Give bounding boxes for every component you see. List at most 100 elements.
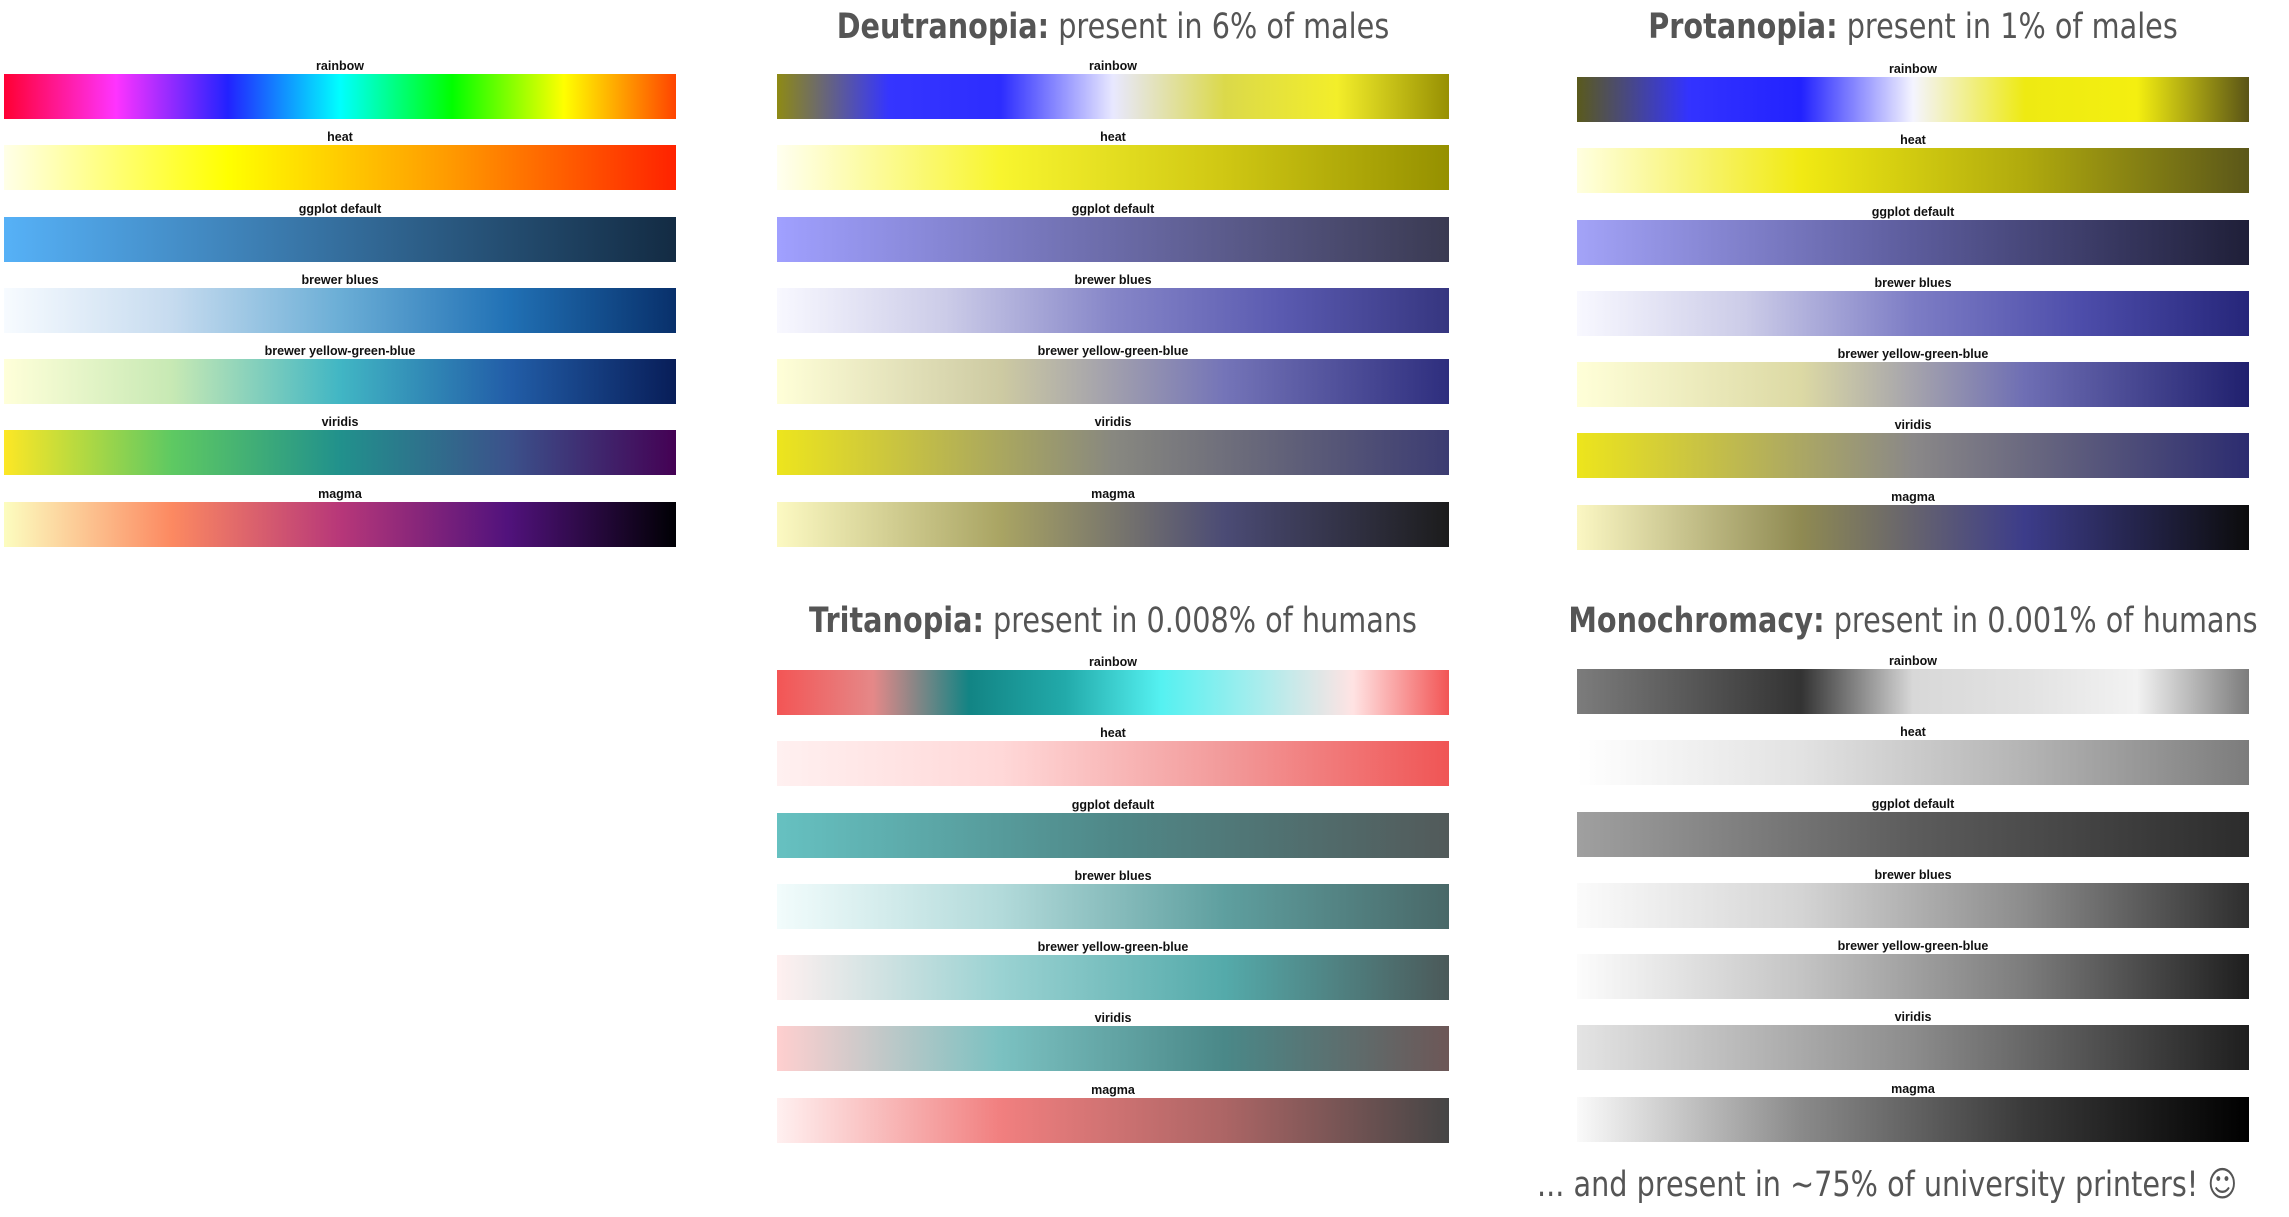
palette-label: magma: [1891, 1081, 1935, 1096]
palette-label: heat: [1100, 130, 1126, 145]
palette-strip-ggplot-default: ggplot default: [777, 201, 1449, 262]
palette-gradient-bar: [1577, 433, 2249, 479]
palette-gradient-bar: [1577, 290, 2249, 336]
palette-gradient-bar: [777, 216, 1449, 262]
palette-strip-rainbow: rainbow: [4, 60, 676, 119]
title-monochromacy-rest: present in 0.001% of humans: [1824, 601, 2258, 641]
palette-label: ggplot default: [1071, 201, 1155, 216]
palette-label: ggplot default: [1871, 796, 1955, 811]
panel-protanopia: rainbow heat ggplot default brewer blues bre…: [1577, 63, 2249, 562]
palette-label: ggplot default: [298, 201, 382, 216]
palette-strip-viridis: viridis: [777, 1012, 1449, 1072]
title-protanopia-bold: Protanopia:: [1648, 7, 1838, 47]
palette-gradient-bar: [1577, 669, 2249, 714]
palette-gradient-bar: [4, 216, 676, 262]
palette-gradient-bar: [777, 430, 1449, 476]
palette-gradient-bar: [777, 1026, 1449, 1072]
title-deutranopia: Deutranopia: present in 6% of males: [837, 10, 1390, 45]
palette-strip-brewer-blues: brewer blues: [777, 273, 1449, 333]
palette-gradient-bar: [1577, 740, 2249, 786]
palette-strip-magma: magma: [1577, 489, 2249, 550]
title-deutranopia-bold: Deutranopia:: [836, 7, 1050, 47]
palette-strip-viridis: viridis: [777, 416, 1449, 476]
palette-strip-heat: heat: [777, 130, 1449, 191]
palette-label: magma: [1091, 1082, 1135, 1097]
palette-label: brewer yellow-green-blue: [1037, 344, 1189, 359]
palette-strip-brewer-yellow-green-blue: brewer yellow-green-blue: [777, 940, 1449, 1001]
palette-gradient-bar: [4, 430, 676, 476]
palette-gradient-bar: [1577, 882, 2249, 928]
palette-gradient-bar: [777, 1097, 1449, 1143]
palette-label: ggplot default: [1871, 204, 1955, 219]
palette-strip-heat: heat: [1577, 133, 2249, 194]
palette-label: heat: [1900, 133, 1926, 148]
palette-label: heat: [327, 130, 353, 145]
title-monochromacy: Monochromacy: present in 0.001% of human…: [1568, 604, 2257, 639]
title-tritanopia-rest: present in 0.008% of humans: [983, 601, 1417, 641]
palette-gradient-bar: [777, 812, 1449, 858]
palette-gradient-bar: [1577, 504, 2249, 550]
palette-strip-rainbow: rainbow: [777, 60, 1449, 119]
palette-gradient-bar: [1577, 219, 2249, 265]
palette-label: rainbow: [1089, 655, 1137, 669]
palette-strip-ggplot-default: ggplot default: [777, 797, 1449, 858]
palette-gradient-bar: [1577, 77, 2249, 122]
palette-strip-brewer-yellow-green-blue: brewer yellow-green-blue: [4, 344, 676, 405]
title-protanopia: Protanopia: present in 1% of males: [1648, 10, 2178, 45]
palette-gradient-bar: [777, 741, 1449, 787]
palette-gradient-bar: [777, 883, 1449, 929]
palette-strip-brewer-yellow-green-blue: brewer yellow-green-blue: [777, 344, 1449, 405]
footnote-printers: ... and present in ~75% of university pr…: [1537, 1165, 2238, 1205]
palette-gradient-bar: [777, 145, 1449, 191]
palette-strip-ggplot-default: ggplot default: [4, 201, 676, 262]
palette-strip-heat: heat: [1577, 725, 2249, 786]
palette-label: heat: [1900, 725, 1926, 740]
palette-label: viridis: [321, 415, 359, 430]
palette-strip-rainbow: rainbow: [1577, 62, 2249, 122]
palette-strip-heat: heat: [777, 726, 1449, 787]
palette-label: viridis: [1894, 1010, 1932, 1025]
palette-gradient-bar: [4, 501, 676, 547]
palette-strip-magma: magma: [777, 487, 1449, 547]
palette-strip-viridis: viridis: [4, 415, 676, 476]
palette-gradient-bar: [777, 501, 1449, 547]
palette-gradient-bar: [1577, 954, 2249, 1000]
palette-label: ggplot default: [1071, 797, 1155, 812]
panel-monochromacy: rainbow heat ggplot default brewer blues bre…: [1577, 655, 2249, 1154]
palette-label: viridis: [1894, 418, 1932, 433]
title-tritanopia-bold: Tritanopia:: [809, 601, 984, 641]
palette-strip-brewer-blues: brewer blues: [777, 869, 1449, 929]
palette-strip-brewer-yellow-green-blue: brewer yellow-green-blue: [1577, 940, 2249, 1000]
palette-label: heat: [1100, 726, 1126, 741]
palette-strip-ggplot-default: ggplot default: [1577, 204, 2249, 265]
title-deutranopia-rest: present in 6% of males: [1049, 7, 1390, 47]
palette-strip-viridis: viridis: [1577, 418, 2249, 479]
palette-label: brewer yellow-green-blue: [264, 344, 416, 359]
panel-deutranopia: rainbow heat ggplot default brewer blues bre…: [777, 60, 1449, 559]
palette-label: rainbow: [1889, 654, 1937, 668]
palette-gradient-bar: [777, 74, 1449, 119]
palette-gradient-bar: [1577, 1025, 2249, 1071]
title-protanopia-rest: present in 1% of males: [1837, 7, 2178, 47]
palette-strip-ggplot-default: ggplot default: [1577, 796, 2249, 857]
palette-strip-rainbow: rainbow: [1577, 654, 2249, 714]
palette-gradient-bar: [4, 74, 676, 119]
palette-gradient-bar: [4, 359, 676, 405]
palette-strip-brewer-blues: brewer blues: [1577, 868, 2249, 928]
palette-strip-magma: magma: [777, 1082, 1449, 1143]
palette-gradient-bar: [777, 287, 1449, 333]
palette-gradient-bar: [1577, 362, 2249, 408]
panel-tritanopia: rainbow heat ggplot default brewer blues bre…: [777, 656, 1449, 1155]
palette-strip-magma: magma: [4, 487, 676, 547]
palette-strip-rainbow: rainbow: [777, 655, 1449, 715]
palette-strip-brewer-blues: brewer blues: [4, 272, 676, 333]
palette-strip-viridis: viridis: [1577, 1010, 2249, 1071]
palette-gradient-bar: [777, 955, 1449, 1001]
title-tritanopia: Tritanopia: present in 0.008% of humans: [809, 604, 1417, 639]
palette-label: brewer yellow-green-blue: [1037, 940, 1189, 955]
palette-label: magma: [1891, 489, 1935, 504]
palette-label: brewer blues: [301, 272, 379, 287]
palette-label: rainbow: [1889, 62, 1937, 76]
palette-strip-heat: heat: [4, 130, 676, 191]
palette-strip-magma: magma: [1577, 1081, 2249, 1142]
